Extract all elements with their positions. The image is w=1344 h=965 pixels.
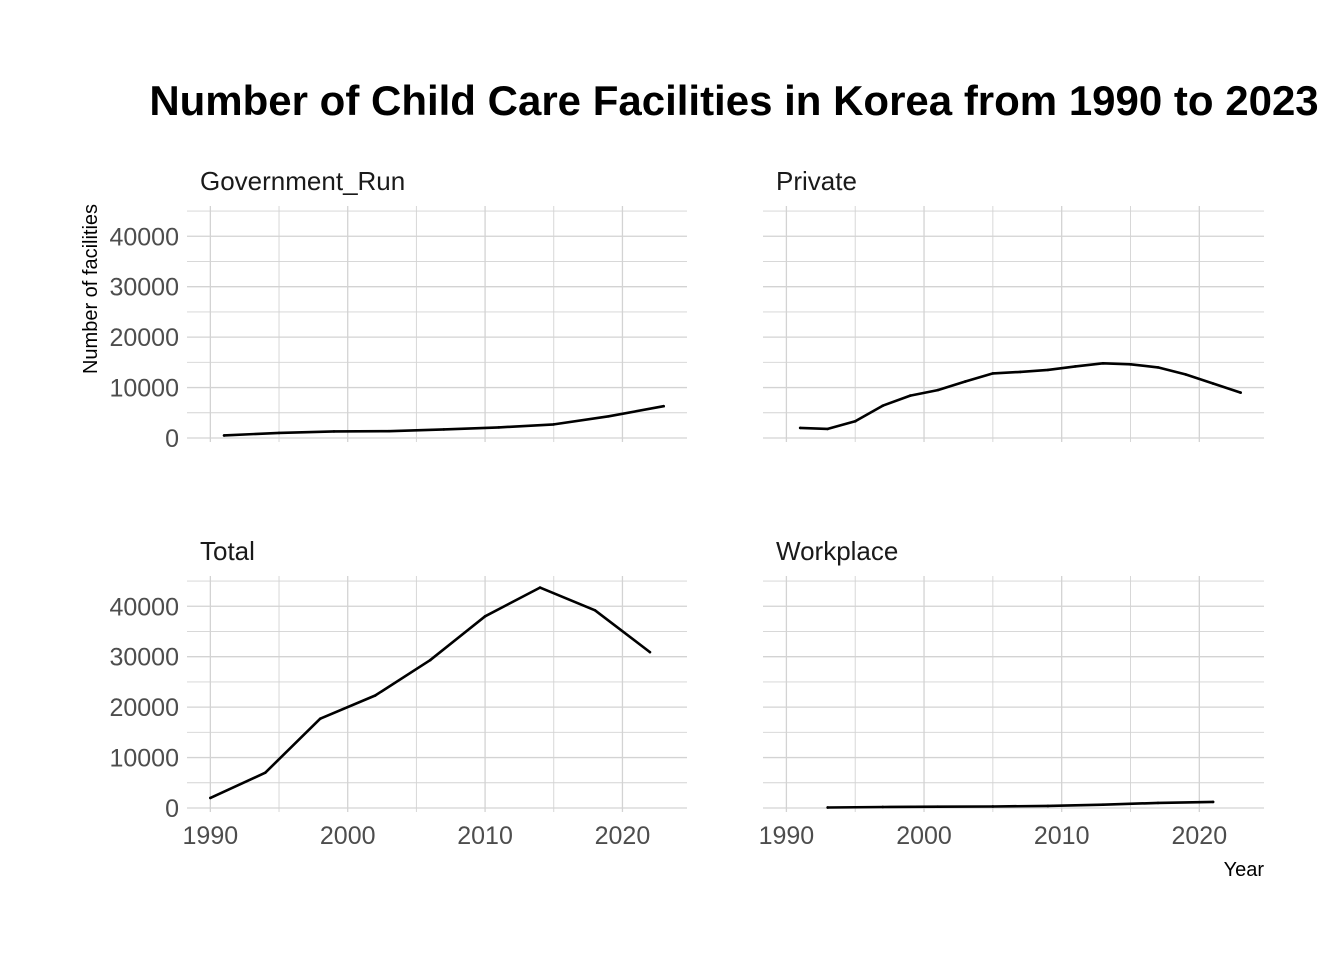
facet-panel-total: Total 0 10000 20000 30000 40000 1990 2000 2010 20… — [109, 536, 687, 850]
facet-label: Private — [776, 166, 857, 196]
y-tick-label: 40000 — [109, 593, 179, 621]
data-point — [607, 414, 611, 418]
x-tick-label: 1990 — [183, 822, 239, 850]
data-point — [277, 431, 281, 435]
data-point — [1101, 362, 1105, 365]
data-point — [908, 394, 912, 397]
data-point — [387, 429, 391, 433]
data-point — [936, 805, 940, 809]
data-point — [662, 404, 665, 408]
data-point — [209, 796, 212, 800]
x-tick-label: 2000 — [896, 822, 952, 850]
data-point — [1184, 373, 1187, 376]
data-point — [1129, 363, 1132, 366]
data-point — [853, 420, 857, 423]
data-point — [318, 717, 322, 721]
facet-label: Total — [200, 536, 255, 566]
facet-label: Government_Run — [200, 166, 405, 196]
series-line-total — [209, 586, 652, 800]
x-tick-label: 2010 — [457, 822, 513, 850]
data-point — [1156, 801, 1160, 805]
series-line-government-run — [222, 404, 665, 437]
data-point — [881, 404, 885, 407]
x-tick-label: 2020 — [595, 822, 651, 850]
data-point — [263, 771, 267, 774]
data-point — [881, 805, 885, 809]
facet-panel-private: Private — [763, 166, 1264, 442]
data-point — [373, 694, 377, 697]
data-point — [1101, 803, 1105, 806]
data-point — [538, 586, 542, 589]
data-point — [1074, 365, 1077, 368]
data-point — [1046, 368, 1050, 372]
data-point — [442, 428, 446, 431]
x-tick-label: 2020 — [1171, 822, 1227, 850]
data-point — [428, 658, 432, 662]
data-point — [826, 427, 829, 431]
facet-panel-workplace: Workplace 1990 2000 2010 2020 — [759, 536, 1264, 850]
facet-panel-government-run: Government_Run 0 10000 20000 30000 40000 — [109, 166, 687, 453]
chart-title: Number of Child Care Facilities in Korea… — [149, 77, 1318, 124]
data-point — [991, 805, 995, 808]
data-point — [1211, 800, 1215, 804]
facet-label: Workplace — [776, 536, 898, 566]
y-tick-label: 10000 — [109, 745, 179, 773]
x-tick-label: 2010 — [1034, 822, 1090, 850]
y-tick-label: 20000 — [109, 694, 179, 722]
data-point — [593, 608, 597, 612]
data-point — [1239, 391, 1242, 394]
data-point — [648, 650, 652, 654]
y-tick-label: 20000 — [109, 324, 179, 352]
data-point — [826, 806, 829, 809]
data-point — [1156, 366, 1160, 369]
y-tick-label: 0 — [165, 795, 179, 823]
data-point — [1019, 370, 1022, 374]
x-axis-title: Year — [1224, 859, 1265, 881]
data-point — [222, 434, 226, 437]
y-axis-title: Number of facilities — [80, 204, 102, 374]
y-tick-label: 30000 — [109, 644, 179, 672]
y-tick-label: 10000 — [109, 375, 179, 403]
y-tick-label: 40000 — [109, 223, 179, 251]
data-point — [483, 615, 487, 618]
data-point — [332, 430, 336, 433]
data-point — [964, 380, 967, 383]
x-tick-label: 1990 — [759, 822, 815, 850]
data-point — [552, 423, 556, 426]
data-point — [936, 388, 940, 392]
data-point — [1211, 382, 1215, 385]
x-tick-label: 2000 — [320, 822, 376, 850]
data-point — [1046, 804, 1050, 808]
data-point — [497, 426, 501, 429]
y-tick-label: 0 — [165, 425, 179, 453]
y-tick-label: 30000 — [109, 274, 179, 302]
facet-panels: Government_Run010000200003000040000Priva… — [109, 166, 1264, 850]
data-point — [798, 426, 802, 430]
data-point — [991, 372, 995, 375]
series-line-workplace — [826, 800, 1215, 809]
